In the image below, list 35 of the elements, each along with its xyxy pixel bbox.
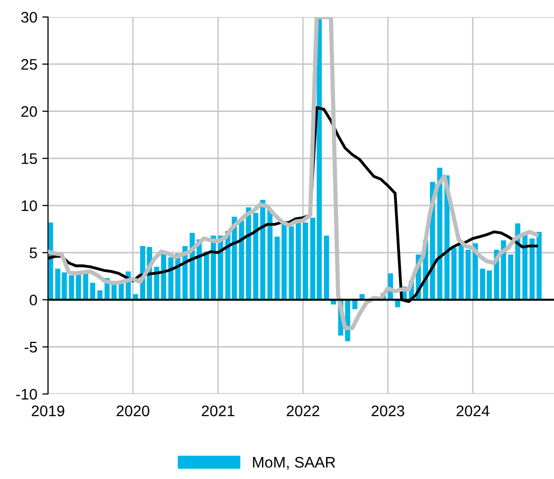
x-tick-label: 2021 bbox=[202, 406, 234, 416]
y-tick-label: -5 bbox=[24, 342, 37, 353]
y-tick-label: -10 bbox=[16, 388, 37, 400]
y-tick-label: 25 bbox=[21, 58, 37, 70]
bar bbox=[83, 273, 88, 300]
bar bbox=[204, 252, 209, 300]
x-tick-label: 2022 bbox=[286, 406, 320, 416]
bar bbox=[466, 250, 471, 300]
y-tick-label: 30 bbox=[21, 12, 37, 23]
x-tick-label: 2019 bbox=[32, 406, 64, 416]
bar bbox=[288, 226, 294, 300]
bar bbox=[458, 244, 464, 300]
bar bbox=[486, 270, 492, 300]
bar bbox=[522, 234, 528, 300]
bar bbox=[451, 248, 457, 300]
bar bbox=[536, 232, 542, 300]
x-tick-label: 2020 bbox=[116, 406, 150, 416]
bar bbox=[480, 268, 486, 300]
x-tick-label: 2023 bbox=[372, 406, 404, 416]
y-tick-label: 5 bbox=[30, 248, 37, 258]
bar bbox=[324, 236, 330, 300]
bar bbox=[68, 275, 74, 300]
bar bbox=[267, 209, 272, 300]
bar bbox=[239, 220, 244, 300]
bar bbox=[437, 168, 442, 300]
y-tick-label: 0 bbox=[30, 294, 37, 306]
bar bbox=[274, 236, 280, 300]
x-tick-label: 2024 bbox=[456, 406, 490, 416]
bar bbox=[302, 222, 308, 300]
bar bbox=[530, 238, 535, 300]
y-tick-label: 10 bbox=[22, 200, 37, 212]
bar bbox=[282, 223, 287, 300]
y-tick-label: 15 bbox=[22, 153, 37, 164]
legend-label: MoM, SAAR bbox=[253, 456, 336, 470]
y-tick-label: 20 bbox=[21, 106, 37, 117]
